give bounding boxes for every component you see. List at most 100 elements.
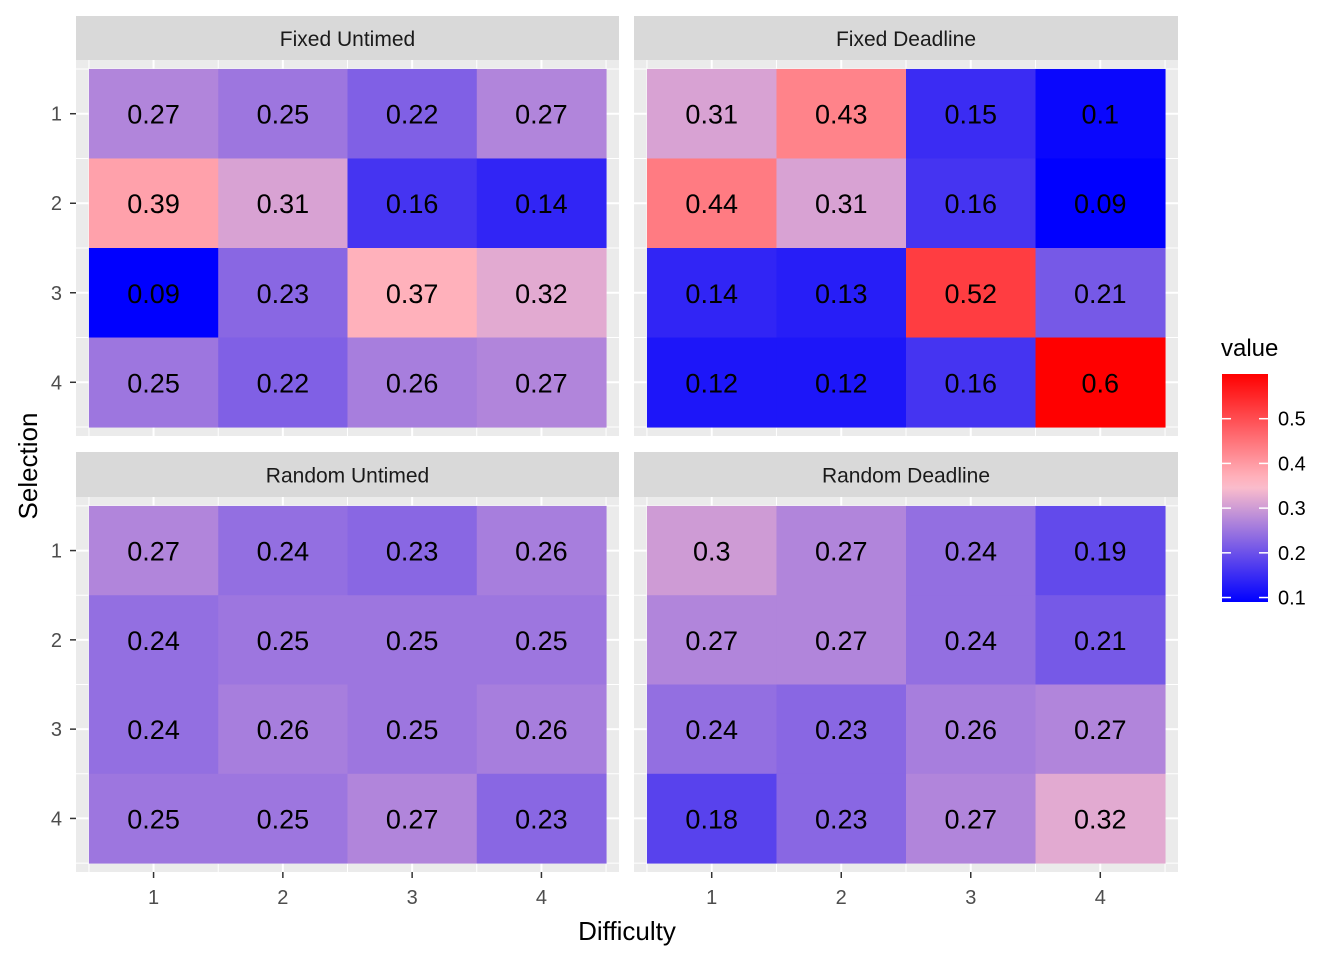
legend-ticks: 0.1 0.2 0.3 0.4 0.5 <box>1222 409 1306 610</box>
x-axis-tick-label: 3 <box>965 887 976 909</box>
color-legend: value 0.1 0.2 0.3 0.4 0.5 <box>1221 335 1306 610</box>
tile-value-label: 0.25 <box>127 368 180 398</box>
tile-value-label: 0.27 <box>815 537 868 567</box>
tile-value-label: 0.31 <box>685 100 738 130</box>
tile-value-label: 0.24 <box>944 626 997 656</box>
facet-strip <box>76 16 619 60</box>
heatmap-tile <box>776 595 907 685</box>
tile-value-label: 0.32 <box>515 279 568 309</box>
tile-value-label: 0.43 <box>815 100 868 130</box>
y-axis-tick-label: 4 <box>51 808 62 830</box>
heatmap-tile <box>218 158 348 249</box>
heatmap-tile <box>218 68 348 159</box>
heatmap-tile <box>476 158 607 249</box>
heatmap-tile <box>218 505 348 596</box>
heatmap-tile <box>476 248 607 339</box>
heatmap-tile <box>347 248 478 339</box>
tile-value-label: 0.23 <box>815 804 868 834</box>
tile-value-label: 0.44 <box>685 189 738 219</box>
axes-layer: 1 2 3 4 1 2 3 4 1 2 3 4 1 2 3 4 <box>51 104 1106 909</box>
tile-value-label: 0.27 <box>127 100 180 130</box>
y-axis-tick-label: 1 <box>51 541 62 563</box>
heatmap-tile <box>347 684 478 775</box>
tile-value-label: 0.26 <box>257 715 310 745</box>
legend-color-bar <box>1222 374 1268 602</box>
legend-tick-label: 0.1 <box>1278 588 1306 610</box>
x-axis-tick-label: 1 <box>148 887 159 909</box>
x-axis-tick-label: 3 <box>407 887 418 909</box>
y-axis-tick-label: 3 <box>51 283 62 305</box>
heatmap-tile <box>347 505 478 596</box>
heatmap-tile <box>347 158 478 249</box>
tile-value-label: 0.3 <box>693 537 731 567</box>
x-axis-tick-label: 4 <box>536 887 547 909</box>
heatmap-tile <box>88 595 219 685</box>
y-axis-tick-label: 2 <box>51 630 62 652</box>
heatmap-tile <box>646 337 777 428</box>
tile-value-label: 0.22 <box>257 368 310 398</box>
heatmap-tile <box>347 773 478 864</box>
facet-panel: Fixed Untimed 0.27 0.25 0.22 0.27 0.39 0.31 0.1… <box>76 16 619 436</box>
tile-value-label: 0.27 <box>944 804 997 834</box>
tile-value-label: 0.1 <box>1082 100 1120 130</box>
heatmap-tile <box>88 773 219 864</box>
heatmap-tile <box>646 68 777 159</box>
y-axis-tick-label: 4 <box>51 372 62 394</box>
tile-value-label: 0.25 <box>515 626 568 656</box>
x-axis-tick-label: 2 <box>277 887 288 909</box>
tile-value-label: 0.25 <box>127 804 180 834</box>
heatmap-tile <box>906 595 1037 685</box>
x-axis-tick-label: 2 <box>836 887 847 909</box>
facet-title: Random Deadline <box>822 465 990 488</box>
tile-value-label: 0.24 <box>944 537 997 567</box>
tile-value-label: 0.25 <box>386 626 439 656</box>
tile-value-label: 0.23 <box>386 537 439 567</box>
tile-value-label: 0.24 <box>257 537 310 567</box>
legend-title: value <box>1221 335 1278 362</box>
heatmap-tile <box>906 248 1037 339</box>
heatmap-tile <box>776 248 907 339</box>
tile-value-label: 0.27 <box>685 626 738 656</box>
heatmap-tile <box>646 158 777 249</box>
tile-value-label: 0.15 <box>944 100 997 130</box>
tile-value-label: 0.21 <box>1074 279 1127 309</box>
heatmap-tile <box>646 248 777 339</box>
heatmap-tile <box>218 248 348 339</box>
heatmap-tile <box>476 684 607 775</box>
panels-layer: Fixed Untimed 0.27 0.25 0.22 0.27 0.39 0.31 0.1… <box>76 16 1178 872</box>
heatmap-tile <box>1035 337 1166 428</box>
heatmap-tile <box>1035 684 1166 775</box>
y-axis-tick-label: 2 <box>51 193 62 215</box>
heatmap-tile <box>1035 68 1166 159</box>
heatmap-tile <box>906 68 1037 159</box>
tile-value-label: 0.13 <box>815 279 868 309</box>
heatmap-tile <box>347 337 478 428</box>
heatmap-tile <box>776 505 907 596</box>
tile-value-label: 0.25 <box>386 715 439 745</box>
tile-value-label: 0.23 <box>515 804 568 834</box>
tile-value-label: 0.25 <box>257 626 310 656</box>
legend-tick-label: 0.2 <box>1278 543 1306 565</box>
heatmap-tile <box>218 595 348 685</box>
heatmap-tile <box>776 773 907 864</box>
heatmap-tile <box>646 773 777 864</box>
tile-value-label: 0.6 <box>1082 368 1120 398</box>
heatmap-tile <box>88 684 219 775</box>
heatmap-tile <box>776 158 907 249</box>
heatmap-tile <box>1035 595 1166 685</box>
heatmap-tile <box>88 505 219 596</box>
tile-value-label: 0.19 <box>1074 537 1127 567</box>
tile-value-label: 0.24 <box>127 626 180 656</box>
tile-value-label: 0.32 <box>1074 804 1127 834</box>
tile-value-label: 0.14 <box>515 189 568 219</box>
heatmap-tile <box>218 684 348 775</box>
facet-strip <box>634 16 1178 60</box>
tile-value-label: 0.16 <box>944 368 997 398</box>
heatmap-tile <box>88 158 219 249</box>
tile-value-label: 0.09 <box>127 279 180 309</box>
heatmap-tile <box>347 595 478 685</box>
facet-panel: Random Untimed 0.27 0.24 0.23 0.26 0.24 0.25 0.… <box>76 452 619 872</box>
heatmap-tile <box>906 158 1037 249</box>
facet-panel: Fixed Deadline 0.31 0.43 0.15 0.1 0.44 0.31 0.1… <box>634 16 1178 436</box>
tile-value-label: 0.21 <box>1074 626 1127 656</box>
